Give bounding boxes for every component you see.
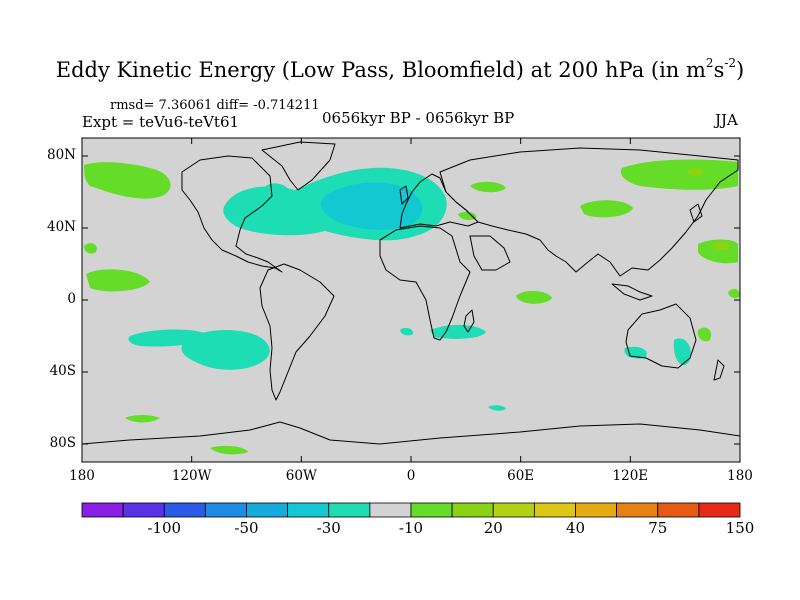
colorbar-label: -10 xyxy=(398,519,424,537)
colorbar-label: 75 xyxy=(648,519,668,537)
coast-indonesia xyxy=(611,283,653,301)
colorbar-swatch xyxy=(451,502,494,518)
colorbar-swatch xyxy=(204,502,247,518)
anomaly-greenland xyxy=(262,183,290,198)
anomaly-east-pacific xyxy=(84,243,97,254)
coast-uk xyxy=(399,185,409,205)
anomaly-tasman xyxy=(697,327,712,342)
lat-tick-label: 80S xyxy=(49,435,76,451)
coast-greenland xyxy=(261,141,336,191)
colorbar-swatch xyxy=(122,502,165,518)
colorbar-swatch xyxy=(575,502,618,518)
axis-ticks xyxy=(81,138,741,462)
lon-tick-label: 0 xyxy=(406,468,416,484)
anomaly-southern-pacific xyxy=(210,445,248,455)
colorbar-swatch xyxy=(616,502,659,518)
colorbar-swatch xyxy=(657,502,700,518)
stats-label: rmsd= 7.36061 diff= -0.714211 xyxy=(110,98,320,113)
coast-africa xyxy=(379,225,471,341)
anomaly-tropical-pacific xyxy=(128,329,210,347)
anomaly-north-atlantic-core xyxy=(320,182,423,230)
anomaly-arabian-sea xyxy=(516,290,552,304)
coast-japan xyxy=(689,203,703,223)
period-label: 0656kyr BP - 0656kyr BP xyxy=(322,109,515,127)
anomaly-central-asia xyxy=(580,200,633,218)
anomaly-west-pacific xyxy=(728,288,740,299)
lon-tick-label: 120W xyxy=(171,468,212,484)
colorbar-swatch xyxy=(246,502,289,518)
anomaly-australia-e xyxy=(673,338,691,366)
lon-tick-label: 60E xyxy=(507,468,535,484)
colorbar-swatch xyxy=(328,502,371,518)
lat-tick-label: 80N xyxy=(47,147,76,163)
coastlines xyxy=(82,141,740,445)
anomaly-siberia-core xyxy=(688,167,703,177)
lon-tick-label: 120E xyxy=(612,468,649,484)
colorbar-label: 20 xyxy=(483,519,503,537)
colorbar-label: -100 xyxy=(147,519,182,537)
anomaly-mediterranean xyxy=(458,211,477,221)
colorbar-swatch xyxy=(163,502,206,518)
lat-tick-label: 40S xyxy=(49,363,76,379)
anomaly-nw-pacific-core xyxy=(712,241,731,251)
season-label: JJA xyxy=(715,111,738,129)
colorbar-swatch xyxy=(492,502,535,518)
anomaly-sw-pacific xyxy=(125,415,160,423)
anomaly-north-pacific-w xyxy=(84,162,171,199)
colorbar-swatch xyxy=(369,502,412,518)
coast-antarctica xyxy=(82,421,740,445)
colorbar-swatch xyxy=(81,502,124,518)
lon-tick-label: 180 xyxy=(69,468,95,484)
colorbar-swatch xyxy=(533,502,576,518)
anomaly-south-atlantic xyxy=(400,327,414,336)
coast-south-america xyxy=(259,263,335,401)
colorbar-swatch xyxy=(287,502,330,518)
colorbar-label: 150 xyxy=(725,519,755,537)
lat-tick-label: 40N xyxy=(47,219,76,235)
anomaly-north-pacific-e xyxy=(620,159,738,190)
anomaly-fields xyxy=(84,159,740,455)
coast-australia xyxy=(625,303,697,369)
anomaly-mid-pacific xyxy=(86,269,150,292)
lat-tick-label: 0 xyxy=(67,291,76,307)
anomaly-eurasia xyxy=(470,181,506,193)
coast-asia xyxy=(439,147,739,277)
coast-north-america xyxy=(181,155,283,273)
colorbar-label: -50 xyxy=(234,519,259,537)
coast-arabia xyxy=(469,235,511,271)
lon-tick-label: 60W xyxy=(285,468,317,484)
experiment-label: Expt = teVu6-teVt61 xyxy=(82,113,240,131)
colorbar-label: -30 xyxy=(316,519,341,537)
colorbar-label: 40 xyxy=(565,519,586,537)
colorbar xyxy=(81,502,741,518)
coast-new-zealand xyxy=(713,359,725,381)
lon-tick-label: 180 xyxy=(727,468,753,484)
plot-title: Eddy Kinetic Energy (Low Pass, Bloomfiel… xyxy=(55,56,745,82)
colorbar-swatch xyxy=(410,502,453,518)
anomaly-southern-ocean xyxy=(488,405,506,411)
coast-madagascar xyxy=(463,309,475,333)
colorbar-swatch xyxy=(698,502,741,518)
